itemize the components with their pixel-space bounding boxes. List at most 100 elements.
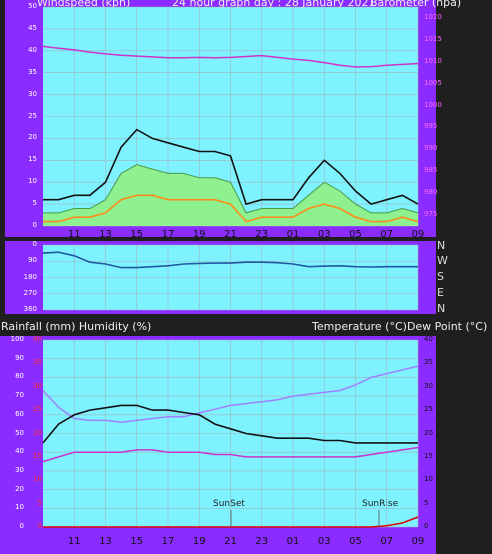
x-tick-label: 11 — [67, 229, 81, 240]
direction-tick-label: 270 — [23, 288, 37, 297]
wind-direction-line — [42, 251, 418, 269]
rainfall-tick-label: 25 — [33, 405, 42, 414]
x-tick-label: 21 — [224, 229, 237, 240]
x-tick-label: 17 — [161, 229, 175, 240]
rainfall-tick-label: 5 — [37, 498, 42, 507]
windspeed-tick-label: 5 — [32, 199, 37, 208]
temperature-tick-label: 20 — [424, 428, 433, 437]
compass-north-bottom: N — [437, 302, 446, 315]
humidity-tick-label: 10 — [15, 503, 24, 512]
x-tick-label: 13 — [99, 536, 112, 547]
rainfall-tick-label: 0 — [37, 522, 42, 530]
x-tick-label: 19 — [192, 229, 206, 240]
rainfall-tick-label: 20 — [33, 428, 42, 437]
humidity-tick-label: 0 — [19, 522, 24, 530]
temperature-line — [42, 404, 418, 444]
direction-tick-label: 0 — [32, 240, 37, 248]
humidity-tick-label: 40 — [15, 447, 24, 456]
rainfall-tick-label: 15 — [33, 451, 42, 460]
humidity-tick-label: 90 — [15, 353, 24, 362]
barometer-line — [42, 45, 419, 68]
rain-humidity-axis-title: Rainfall (mm) Humidity (%) — [1, 320, 152, 333]
windspeed-tick-label: 0 — [32, 221, 37, 229]
direction-tick-label: 360 — [23, 305, 37, 313]
compass-north-top: N — [437, 239, 446, 252]
barometer-tick-label: 990 — [424, 144, 438, 153]
x-tick-label: 13 — [99, 229, 112, 240]
temperature-tick-label: 10 — [424, 475, 433, 484]
temp-dewpoint-axis-title: Temperature (°C)Dew Point (°C) — [312, 320, 488, 333]
sunrise-label: SunRise — [362, 499, 399, 509]
windspeed-tick-label: 20 — [28, 133, 37, 142]
barometer-tick-label: 985 — [424, 166, 438, 175]
windspeed-tick-label: 30 — [28, 89, 37, 98]
x-tick-label: 05 — [349, 229, 362, 240]
direction-tick-label: 90 — [28, 256, 37, 265]
x-tick-label: 05 — [349, 536, 362, 547]
x-tick-label: 09 — [411, 229, 425, 240]
graph-title: 24 hour graph day : 28 January 2021 — [172, 0, 376, 9]
barometer-axis-title: Barometer (hpa) — [370, 0, 462, 9]
barometer-tick-label: 1015 — [424, 34, 442, 43]
wind-average-line — [43, 164, 419, 214]
x-tick-label: 21 — [224, 536, 237, 547]
temperature-tick-label: 30 — [424, 381, 433, 390]
windspeed-tick-label: 45 — [28, 23, 37, 32]
rainfall-tick-label: 10 — [33, 475, 42, 484]
x-tick-label: 15 — [130, 229, 144, 240]
barometer-tick-label: 980 — [424, 188, 438, 197]
windspeed-tick-label: 10 — [28, 177, 37, 186]
barometer-tick-label: 995 — [424, 122, 438, 131]
x-tick-label: 03 — [317, 536, 331, 547]
rainfall-tick-label: 30 — [33, 381, 42, 390]
humidity-tick-label: 100 — [10, 335, 24, 343]
wind-low-line — [43, 194, 419, 223]
temperature-tick-label: 5 — [424, 498, 429, 507]
humidity-tick-label: 20 — [15, 484, 24, 493]
wind-average-area — [43, 164, 418, 226]
x-tick-label: 07 — [380, 229, 394, 240]
compass-west: W — [437, 254, 448, 267]
humidity-line — [42, 365, 419, 424]
x-tick-label: 07 — [380, 536, 394, 547]
humidity-tick-label: 60 — [15, 409, 24, 418]
windspeed-tick-label: 50 — [28, 2, 37, 10]
x-tick-label: 19 — [192, 536, 206, 547]
rainfall-line — [43, 516, 419, 528]
x-tick-label: 09 — [411, 536, 425, 547]
direction-tick-label: 180 — [23, 272, 37, 281]
windspeed-tick-label: 40 — [28, 45, 37, 54]
humidity-tick-label: 80 — [15, 372, 24, 381]
barometer-tick-label: 1005 — [424, 78, 442, 87]
x-tick-label: 11 — [67, 536, 81, 547]
x-tick-label: 15 — [130, 536, 144, 547]
humidity-tick-label: 70 — [15, 391, 24, 400]
temperature-tick-label: 25 — [424, 405, 433, 414]
rainfall-tick-label: 40 — [33, 335, 42, 343]
x-tick-label: 23 — [255, 229, 269, 240]
barometer-tick-label: 975 — [424, 210, 438, 219]
temperature-tick-label: 15 — [424, 451, 433, 460]
wind-gust-line — [43, 128, 419, 206]
barometer-tick-label: 1010 — [424, 56, 442, 65]
wind-axis-title: Windspeed (kph) — [37, 0, 131, 9]
dew-point-line — [42, 446, 419, 463]
windspeed-tick-label: 15 — [28, 155, 37, 164]
x-tick-label: 01 — [286, 536, 300, 547]
temperature-tick-label: 35 — [424, 358, 433, 367]
x-tick-label: 17 — [161, 536, 175, 547]
barometer-tick-label: 1000 — [424, 100, 442, 109]
barometer-tick-label: 1020 — [424, 12, 442, 21]
humidity-tick-label: 50 — [15, 428, 24, 437]
sunset-label: SunSet — [213, 499, 245, 509]
compass-east: E — [437, 286, 444, 299]
temperature-tick-label: 0 — [424, 522, 429, 530]
compass-south: S — [437, 270, 444, 283]
temperature-tick-label: 40 — [424, 335, 433, 343]
windspeed-tick-label: 35 — [28, 67, 37, 76]
x-tick-label: 03 — [317, 229, 331, 240]
x-tick-label: 01 — [286, 229, 300, 240]
x-tick-label: 23 — [255, 536, 269, 547]
